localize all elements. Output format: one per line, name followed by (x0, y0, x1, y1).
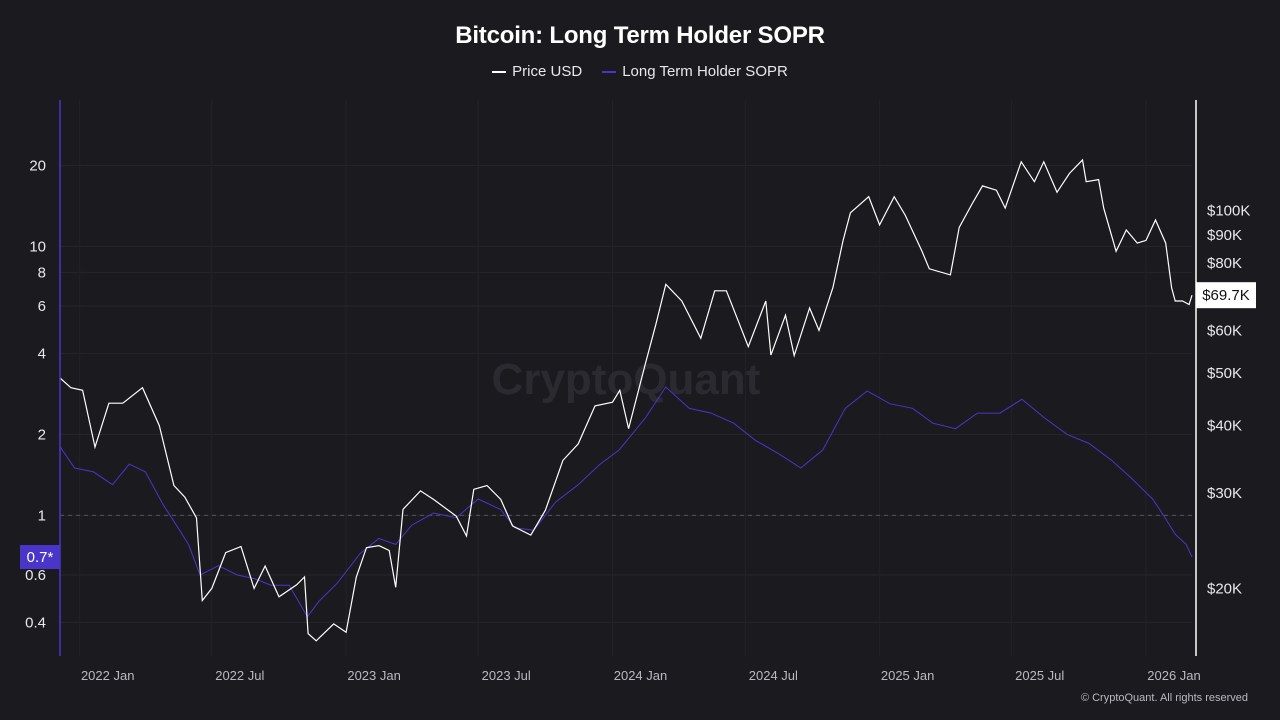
watermark-text: CryptoQuant (492, 355, 761, 404)
y-left-tick-label: 4 (38, 345, 46, 362)
x-tick-label: 2022 Jan (81, 668, 135, 683)
chart-title: Bitcoin: Long Term Holder SOPR (455, 22, 825, 49)
grid-lines (60, 100, 1192, 656)
legend-item-price[interactable]: Price USD (492, 63, 582, 80)
y-left-tick-label: 10 (29, 238, 46, 255)
x-tick-label: 2025 Jan (881, 668, 935, 683)
y-left-tick-label: 6 (38, 298, 46, 315)
x-tick-label: 2026 Jan (1147, 668, 1201, 683)
legend-swatch-price (492, 70, 507, 73)
y-right-tick-labels: $100K $90K $80K $60K $50K $40K $30K $20K (1207, 202, 1250, 597)
y-left-tick-labels: 20 10 8 6 4 2 1 0.6 0.4 (25, 157, 46, 631)
chart-legend: Price USD Long Term Holder SOPR (0, 63, 1280, 80)
y-left-tick-label: 2 (38, 426, 46, 443)
legend-item-sopr[interactable]: Long Term Holder SOPR (602, 63, 788, 80)
legend-label-price: Price USD (512, 63, 583, 80)
left-badge-background (20, 545, 60, 570)
x-tick-labels: 2022 Jan 2022 Jul 2023 Jan 2023 Jul 2024 Jan… (81, 668, 1201, 683)
right-current-value-badge: $69.7K (1196, 282, 1256, 309)
x-tick-label: 2023 Jul (482, 668, 531, 683)
right-badge-text: $69.7K (1202, 287, 1250, 304)
y-right-tick-label: $60K (1207, 322, 1242, 339)
y-left-tick-label: 0.4 (25, 614, 46, 631)
x-tick-label: 2024 Jul (749, 668, 798, 683)
left-current-value-badge: 0.7* (20, 545, 60, 570)
y-right-tick-label: $80K (1207, 255, 1242, 272)
legend-swatch-sopr (602, 70, 617, 73)
y-right-tick-label: $50K (1207, 365, 1242, 382)
y-left-tick-label: 8 (38, 264, 46, 281)
y-right-tick-label: $100K (1207, 202, 1250, 219)
y-right-tick-label: $40K (1207, 418, 1242, 435)
y-left-tick-label: 1 (38, 507, 46, 524)
y-left-tick-label: 20 (29, 157, 46, 174)
series-line-price[interactable] (59, 158, 1193, 642)
x-tick-label: 2023 Jan (347, 668, 401, 683)
left-badge-text: 0.7* (27, 549, 54, 566)
y-right-tick-label: $30K (1207, 485, 1242, 502)
y-left-tick-label: 0.6 (25, 567, 46, 584)
x-tick-label: 2024 Jan (614, 668, 668, 683)
y-right-tick-label: $20K (1207, 580, 1242, 597)
right-badge-background (1196, 282, 1256, 309)
copyright-text: © CryptoQuant. All rights reserved (1080, 692, 1248, 704)
x-tick-label: 2022 Jul (215, 668, 264, 683)
y-right-tick-label: $90K (1207, 227, 1242, 244)
series-line-sopr[interactable] (59, 386, 1193, 618)
legend-label-sopr: Long Term Holder SOPR (622, 63, 788, 80)
x-tick-label: 2025 Jul (1015, 668, 1064, 683)
